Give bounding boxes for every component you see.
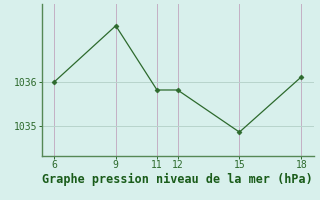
X-axis label: Graphe pression niveau de la mer (hPa): Graphe pression niveau de la mer (hPa) — [42, 173, 313, 186]
